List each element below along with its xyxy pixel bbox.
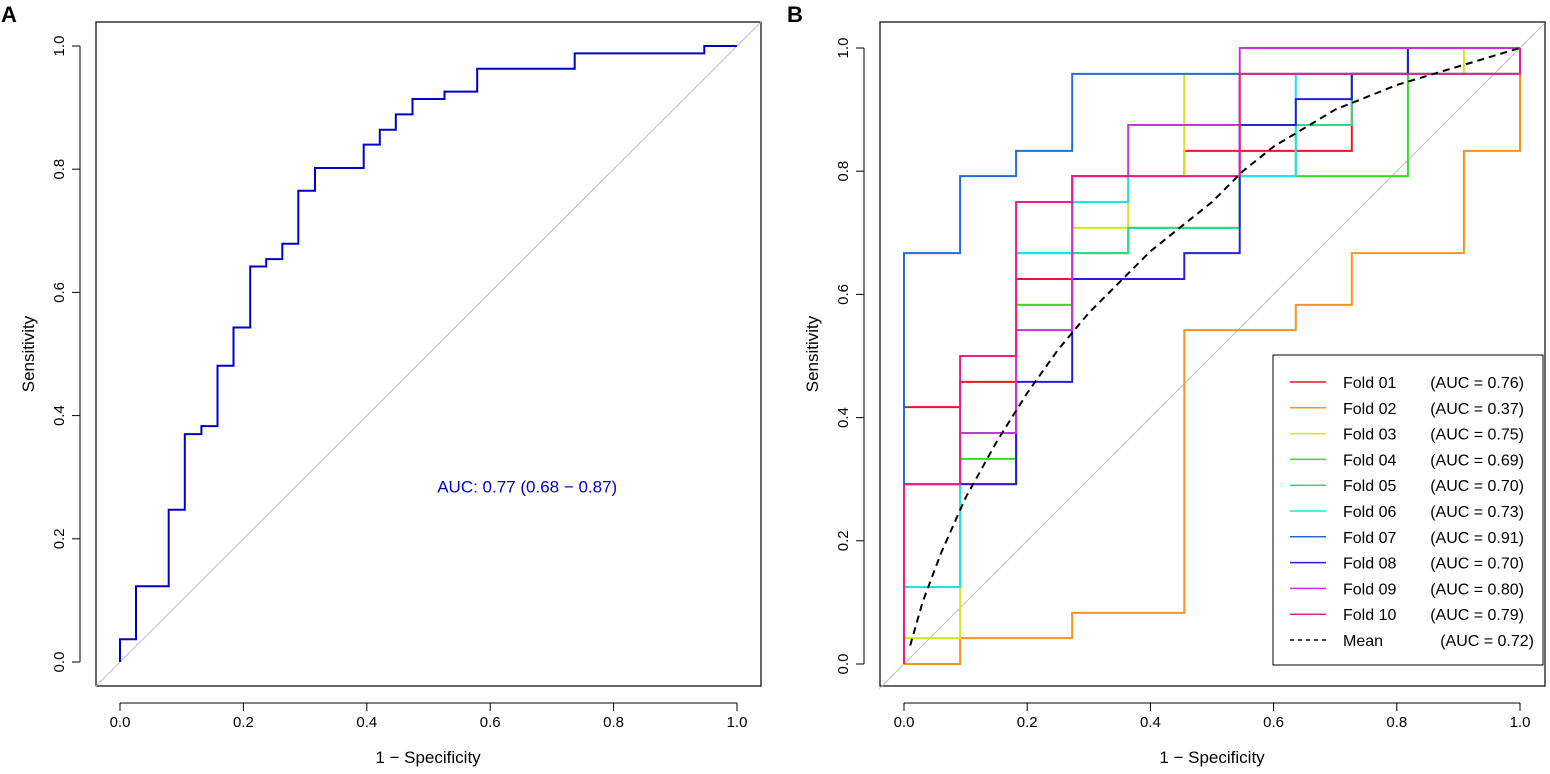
panel-a-y-axis: 0.0 0.2 0.4 0.6 0.8 1.0 <box>51 36 81 673</box>
legend-series-name: Fold 04 <box>1343 452 1396 469</box>
legend-series-name: Fold 10 <box>1343 607 1396 624</box>
x-tick-label: 1.0 <box>727 714 748 731</box>
x-tick-label: 0.4 <box>1140 714 1161 731</box>
panel-b-series <box>903 47 1521 665</box>
y-tick-label: 0.6 <box>835 284 852 305</box>
series-line-fold-02 <box>904 48 1521 665</box>
legend-auc-label: (AUC = 0.72) <box>1440 633 1534 650</box>
legend-auc-label: (AUC = 0.70) <box>1430 556 1524 573</box>
y-tick-label: 0.2 <box>835 530 852 551</box>
legend-series-name: Fold 02 <box>1343 401 1396 418</box>
panel-b-y-axis: 0.0 0.2 0.4 0.6 0.8 1.0 <box>835 38 865 675</box>
panel-b-reference-diagonal <box>879 23 1545 689</box>
series-line-fold-10 <box>903 48 1521 664</box>
legend-auc-label: (AUC = 0.79) <box>1430 607 1524 624</box>
panel-b-label: B <box>787 2 803 27</box>
x-tick-label: 0.8 <box>603 714 624 731</box>
x-tick-label: 0.2 <box>233 714 254 731</box>
x-tick-label: 0.0 <box>894 714 915 731</box>
legend-series-name: Fold 05 <box>1343 478 1396 495</box>
y-tick-label: 1.0 <box>51 36 68 57</box>
legend-box <box>1272 354 1544 666</box>
x-tick-label: 0.6 <box>1263 714 1284 731</box>
x-tick-label: 0.8 <box>1386 714 1407 731</box>
panel-a-label: A <box>1 2 17 27</box>
panel-b-plot-frame <box>879 21 1546 687</box>
legend-series-name: Fold 07 <box>1343 530 1396 547</box>
x-tick-label: 0.2 <box>1017 714 1038 731</box>
y-tick-label: 0.8 <box>835 161 852 182</box>
legend-auc-label: (AUC = 0.70) <box>1430 478 1524 495</box>
legend-auc-label: (AUC = 0.69) <box>1430 452 1524 469</box>
legend-series-name: Fold 08 <box>1343 556 1396 573</box>
y-tick-label: 0.4 <box>51 405 68 426</box>
panel-a-roc-chart: A 0.0 0.2 0.4 0.6 0.8 1.0 0.00.20.40.60.81.0 … <box>1 2 763 767</box>
y-tick-label: 0.2 <box>51 528 68 549</box>
panel-b-y-label: Sensitivity <box>803 315 822 392</box>
panel-a-y-label: Sensitivity <box>19 315 38 392</box>
y-tick-label: 0.0 <box>51 652 68 673</box>
legend-series-name: Fold 06 <box>1343 504 1396 521</box>
legend-auc-label: (AUC = 0.73) <box>1430 504 1524 521</box>
legend-auc-label: (AUC = 0.76) <box>1430 375 1524 392</box>
legend-series-name: Mean <box>1343 633 1383 650</box>
legend-auc-label: (AUC = 0.91) <box>1430 530 1524 547</box>
panel-b-x-axis: 0.0 0.2 0.4 0.6 0.8 1.0 <box>894 702 1531 731</box>
panel-a-auc-annotation: AUC: 0.77 (0.68 − 0.87) <box>437 477 617 496</box>
x-tick-label: 0.6 <box>480 714 501 731</box>
y-tick-label: 0.4 <box>835 407 852 428</box>
legend-auc-label: (AUC = 0.37) <box>1430 401 1524 418</box>
panel-a-x-axis: 0.0 0.2 0.4 0.6 0.8 1.0 <box>110 702 748 731</box>
series-line-mean <box>909 47 1521 646</box>
panel-a-x-label: 1 − Specificity <box>375 748 481 767</box>
y-tick-label: 0.6 <box>51 282 68 303</box>
legend-series-name: Fold 09 <box>1343 581 1396 598</box>
panel-b-roc-chart: B 0.0 0.2 0.4 0.6 0.8 1.0 0.00.20.40.60.81.0 … <box>787 2 1546 767</box>
panel-a-series <box>119 45 737 662</box>
panel-a-plot-frame <box>95 21 762 687</box>
panel-b-legend: Fold 01 (AUC = 0.76) Fold 02 (AUC = 0.37) Fo… <box>1272 354 1544 666</box>
y-tick-label: 0.8 <box>51 159 68 180</box>
y-tick-label: 0.0 <box>835 654 852 675</box>
legend-series-name: Fold 01 <box>1343 375 1396 392</box>
x-tick-label: 0.0 <box>110 714 131 731</box>
panel-a-reference-diagonal <box>94 21 763 687</box>
y-tick-label: 1.0 <box>835 38 852 59</box>
legend-series-name: Fold 03 <box>1343 427 1396 444</box>
legend-auc-label: (AUC = 0.75) <box>1430 427 1524 444</box>
x-tick-label: 1.0 <box>1510 714 1531 731</box>
legend-auc-label: (AUC = 0.80) <box>1430 581 1524 598</box>
x-tick-label: 0.4 <box>356 714 377 731</box>
series-line-roc <box>119 45 737 662</box>
panel-b-x-label: 1 − Specificity <box>1159 748 1265 767</box>
